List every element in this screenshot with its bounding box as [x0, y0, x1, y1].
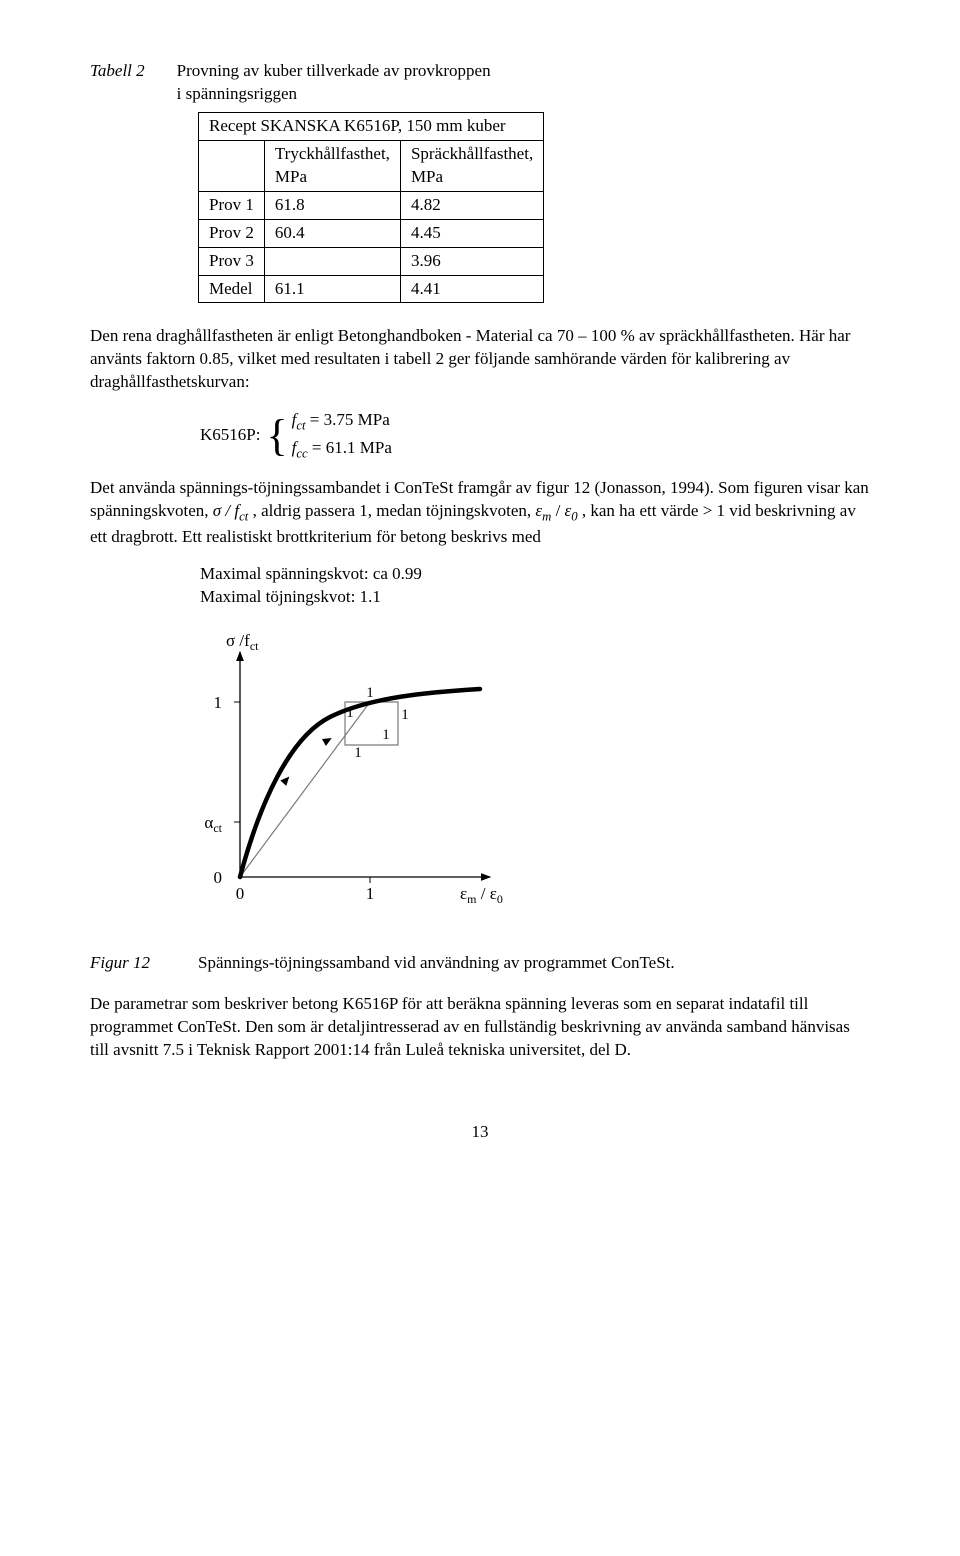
svg-text:αct: αct: [204, 813, 222, 835]
table2-container: Recept SKANSKA K6516P, 150 mm kuber Tryc…: [198, 112, 870, 304]
figure12-row: Figur 12 Spännings-töjningssamband vid a…: [90, 952, 870, 975]
p2-sigma: σ / f: [213, 501, 239, 520]
paragraph-3: De parametrar som beskriver betong K6516…: [90, 993, 870, 1062]
row-v2: 4.41: [400, 275, 543, 303]
formula-line2: fcc = 61.1 MPa: [292, 436, 392, 464]
svg-text:0: 0: [236, 884, 245, 903]
page-number: 13: [90, 1121, 870, 1144]
table2-empty-cell: [199, 140, 265, 191]
paragraph-2: Det använda spännings-töjningssambandet …: [90, 477, 870, 548]
col1-l1: Tryckhållfasthet,: [275, 144, 390, 163]
table2-col1-header: Tryckhållfasthet, MPa: [264, 140, 400, 191]
svg-text:1: 1: [366, 884, 375, 903]
col2-l1: Spräckhållfasthet,: [411, 144, 533, 163]
svg-text:1: 1: [214, 693, 223, 712]
brace-icon: {: [266, 414, 287, 458]
svg-text:1: 1: [382, 727, 390, 743]
svg-text:1: 1: [354, 745, 362, 761]
f2-sub: cc: [296, 446, 307, 460]
table2-header: Tabell 2 Provning av kuber tillverkade a…: [90, 60, 870, 106]
row-v2: 3.96: [400, 247, 543, 275]
formula-k6516p: K6516P: { fct = 3.75 MPa fcc = 61.1 MPa: [200, 408, 870, 463]
table2-label: Tabell 2: [90, 60, 177, 106]
row-v1: 60.4: [264, 219, 400, 247]
svg-text:1: 1: [366, 685, 374, 701]
limits-block: Maximal spänningskvot: ca 0.99 Maximal t…: [200, 563, 870, 609]
svg-text:1: 1: [346, 705, 354, 721]
table2-title: Provning av kuber tillverkade av provkro…: [177, 60, 491, 106]
table-row: Prov 3 3.96: [199, 247, 544, 275]
formula-line1: fct = 3.75 MPa: [292, 408, 392, 436]
f1-sub: ct: [296, 419, 305, 433]
col1-l2: MPa: [275, 167, 307, 186]
col2-l2: MPa: [411, 167, 443, 186]
formula-stack: fct = 3.75 MPa fcc = 61.1 MPa: [292, 408, 392, 463]
table2-span-header: Recept SKANSKA K6516P, 150 mm kuber: [199, 112, 544, 140]
limit-2: Maximal töjningskvot: 1.1: [200, 586, 870, 609]
row-name: Prov 3: [199, 247, 265, 275]
svg-text:1: 1: [401, 707, 409, 723]
p2-b: , aldrig passera 1, medan töjningskvoten…: [253, 501, 536, 520]
limit-1: Maximal spänningskvot: ca 0.99: [200, 563, 870, 586]
row-name: Prov 1: [199, 191, 265, 219]
table-row: Medel 61.1 4.41: [199, 275, 544, 303]
svg-text:0: 0: [214, 868, 223, 887]
p2-sigma-sub: ct: [239, 510, 248, 524]
svg-text:εm / ε0: εm / ε0: [460, 884, 503, 906]
formula-label: K6516P:: [200, 424, 260, 447]
row-name: Medel: [199, 275, 265, 303]
table2: Recept SKANSKA K6516P, 150 mm kuber Tryc…: [198, 112, 544, 304]
table2-title-line2: i spänningsriggen: [177, 84, 297, 103]
table-row: Prov 2 60.4 4.45: [199, 219, 544, 247]
p2-slash: /: [556, 501, 565, 520]
paragraph-1: Den rena draghållfastheten är enligt Bet…: [90, 325, 870, 394]
table2-col2-header: Spräckhållfasthet, MPa: [400, 140, 543, 191]
f2-rhs: = 61.1 MPa: [308, 438, 392, 457]
row-v1: 61.8: [264, 191, 400, 219]
table-row: Prov 1 61.8 4.82: [199, 191, 544, 219]
table-row: Tryckhållfasthet, MPa Spräckhållfasthet,…: [199, 140, 544, 191]
p2-eps-m: m: [542, 510, 551, 524]
row-v1: [264, 247, 400, 275]
table-row: Recept SKANSKA K6516P, 150 mm kuber: [199, 112, 544, 140]
row-v2: 4.45: [400, 219, 543, 247]
figure12-caption: Spännings-töjningssamband vid användning…: [198, 952, 870, 975]
stress-strain-chart: σ /fct1αct001εm / ε011111: [170, 627, 870, 934]
chart-svg: σ /fct1αct001εm / ε011111: [170, 627, 510, 927]
row-name: Prov 2: [199, 219, 265, 247]
svg-text:σ /fct: σ /fct: [226, 631, 259, 653]
table2-title-line1: Provning av kuber tillverkade av provkro…: [177, 61, 491, 80]
row-v2: 4.82: [400, 191, 543, 219]
f1-rhs: = 3.75 MPa: [306, 410, 390, 429]
p2-eps0-sub: 0: [571, 510, 577, 524]
figure12-label: Figur 12: [90, 952, 198, 975]
row-v1: 61.1: [264, 275, 400, 303]
